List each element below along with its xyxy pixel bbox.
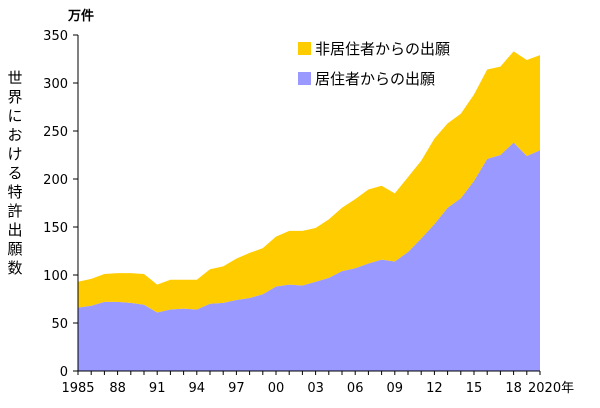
y-axis-label-char: 界 xyxy=(7,88,22,106)
y-ticks: 0 50 100 150 200 250 300 350 xyxy=(43,29,78,380)
x-tick-label: 09 xyxy=(387,381,404,396)
x-tick-label: 2020年 xyxy=(528,381,574,396)
legend-swatch xyxy=(298,72,311,85)
y-axis-label-char: る xyxy=(7,164,22,182)
y-axis-label-char: 世 xyxy=(7,69,22,87)
legend-label: 非居住者からの出願 xyxy=(315,40,450,58)
y-tick-label: 250 xyxy=(43,125,68,140)
area-layer xyxy=(78,51,540,371)
y-axis-label-char: 特 xyxy=(7,183,22,201)
y-axis-label-char: 許 xyxy=(7,202,22,220)
y-axis-label-char: に xyxy=(7,107,22,125)
x-tick-label: 91 xyxy=(149,381,166,396)
y-tick-label: 300 xyxy=(43,77,68,92)
area-series-0 xyxy=(78,142,540,371)
y-tick-label: 350 xyxy=(43,29,68,44)
y-tick-label: 150 xyxy=(43,221,68,236)
y-axis-label-char: け xyxy=(7,145,22,163)
x-tick-label: 1985 xyxy=(61,381,94,396)
x-tick-label: 94 xyxy=(189,381,206,396)
x-tick-label: 15 xyxy=(466,381,483,396)
y-axis-label-char: 数 xyxy=(7,259,22,277)
x-ticks: 1985 88 91 94 97 00 03 06 09 12 15 18 2020年 xyxy=(61,371,574,396)
legend-label: 居住者からの出願 xyxy=(315,70,435,88)
y-unit-label: 万件 xyxy=(67,8,94,24)
y-axis-label-char: 出 xyxy=(7,221,22,239)
y-tick-label: 100 xyxy=(43,269,68,284)
x-tick-label: 00 xyxy=(268,381,285,396)
x-tick-label: 18 xyxy=(505,381,522,396)
y-axis-label-char: お xyxy=(7,126,22,144)
x-tick-label: 06 xyxy=(347,381,364,396)
y-tick-label: 200 xyxy=(43,173,68,188)
x-tick-label: 12 xyxy=(426,381,443,396)
y-axis-label-char: 願 xyxy=(7,240,22,258)
y-tick-label: 0 xyxy=(60,365,68,380)
y-tick-label: 50 xyxy=(51,317,68,332)
area-series-1 xyxy=(78,51,540,313)
x-tick-label: 88 xyxy=(109,381,126,396)
legend-swatch xyxy=(298,42,311,55)
axes xyxy=(77,35,540,372)
x-tick-label: 97 xyxy=(228,381,245,396)
x-tick-label: 03 xyxy=(307,381,324,396)
